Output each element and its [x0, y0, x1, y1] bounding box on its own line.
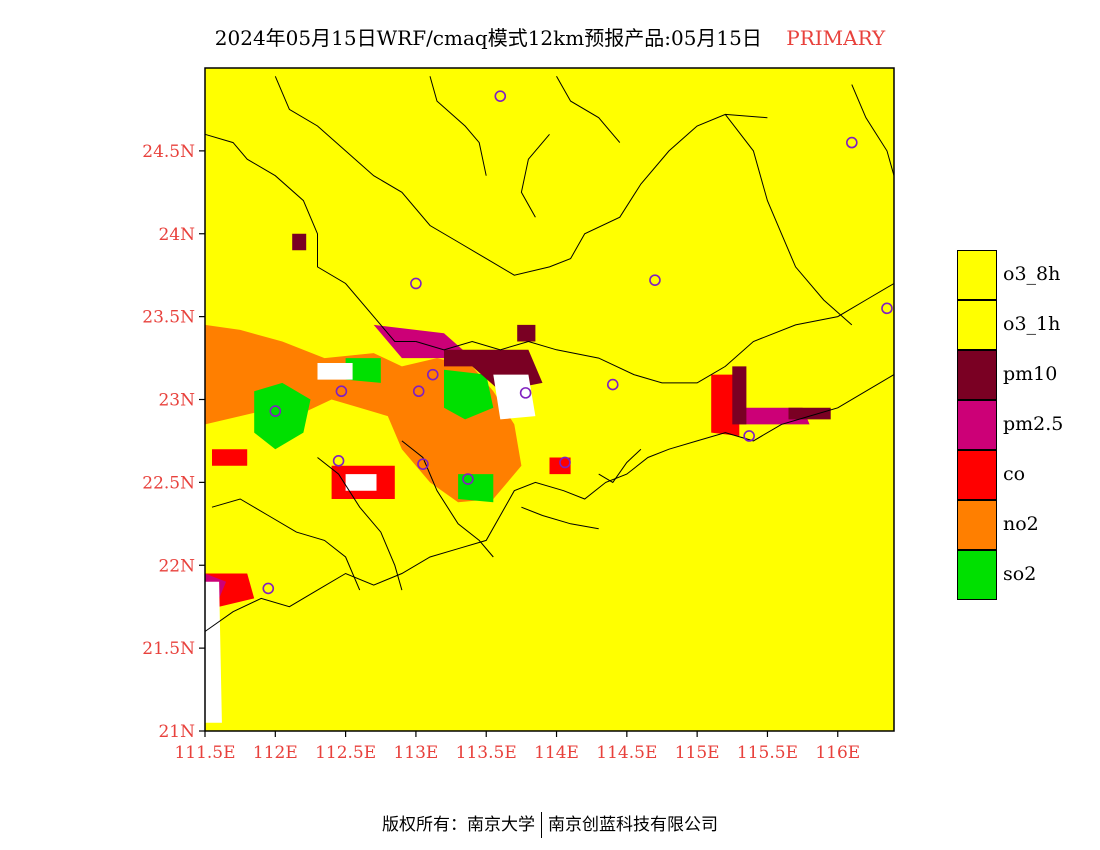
pollutant-region-co	[212, 449, 248, 466]
legend-label: o3_8h	[1003, 263, 1061, 285]
boundary-line	[724, 114, 853, 326]
pollutant-region-none	[205, 581, 222, 723]
map-title: 2024年05月15日WRF/cmaq模式12km预报产品:05月15日 PRI…	[0, 22, 1100, 51]
city-marker	[743, 430, 755, 442]
legend-swatch	[957, 400, 997, 450]
city-marker	[410, 277, 422, 290]
pollutant-region-co	[711, 374, 740, 436]
pollutant-regions	[205, 68, 894, 731]
pollutant-region-so2	[458, 474, 494, 503]
city-marker	[494, 90, 507, 102]
city-marker	[332, 455, 345, 467]
lon-tick-label: 116E	[815, 743, 860, 763]
copyright-left: 版权所有：南京大学	[382, 815, 535, 835]
legend-swatch	[957, 450, 997, 500]
legend-label: pm2.5	[1003, 413, 1064, 435]
legend-swatch	[957, 550, 997, 600]
legend-label: o3_1h	[1003, 313, 1061, 335]
city-markers	[262, 90, 893, 595]
boundary-line	[274, 76, 768, 276]
boundary-line	[851, 84, 895, 176]
boundary-line	[317, 457, 403, 591]
lon-tick-label: 112E	[253, 743, 298, 763]
legend-swatch	[957, 300, 997, 350]
city-marker	[649, 274, 661, 286]
admin-boundaries	[204, 76, 895, 632]
pollutant-region-co	[549, 457, 571, 475]
boundary-line	[204, 133, 416, 342]
pollutant-region-none	[493, 374, 536, 420]
pollutant-region-pm10	[517, 324, 536, 342]
lat-tick-label: 23.5N	[142, 308, 195, 328]
city-marker	[559, 456, 571, 469]
lon-tick-label: 111.5E	[174, 743, 235, 763]
city-marker	[269, 405, 282, 417]
legend-label: pm10	[1003, 363, 1058, 385]
legend-label: no2	[1003, 513, 1039, 535]
lat-tick-label: 21N	[158, 722, 195, 742]
copyright-right: 南京创蓝科技有限公司	[548, 815, 718, 835]
pollutant-region-so2	[444, 369, 494, 420]
legend-swatch	[957, 500, 997, 550]
lat-tick-label: 24N	[158, 225, 195, 245]
lat-tick-label: 21.5N	[142, 639, 195, 659]
pollutant-region-so2	[345, 358, 381, 383]
city-marker	[846, 136, 858, 149]
boundary-line	[598, 448, 642, 484]
city-marker	[412, 385, 425, 398]
city-marker	[881, 302, 893, 315]
pollutant-region-no2	[205, 324, 522, 503]
legend-label: co	[1003, 463, 1026, 485]
lon-tick-label: 115E	[675, 743, 720, 763]
city-marker	[462, 473, 474, 485]
city-marker	[519, 387, 532, 399]
pollutant-region-so2	[254, 382, 311, 450]
lon-tick-label: 115.5E	[737, 743, 798, 763]
boundary-line	[211, 498, 361, 591]
footer-separator	[541, 812, 542, 838]
lon-tick-label: 114E	[534, 743, 579, 763]
coastline	[204, 374, 895, 632]
lat-tick-label: 22.5N	[142, 473, 195, 493]
pollutant-region-none	[345, 474, 377, 491]
lat-tick-label: 22N	[158, 556, 195, 576]
pollutant-region-pm10	[732, 366, 747, 425]
lon-tick-label: 113E	[393, 743, 438, 763]
primary-tag: PRIMARY	[786, 26, 886, 50]
lon-tick-label: 112.5E	[315, 743, 376, 763]
city-marker	[426, 368, 439, 381]
legend-swatch	[957, 250, 997, 300]
pollutant-region-pm10	[292, 233, 307, 251]
boundary-line	[415, 283, 895, 384]
city-marker	[262, 582, 275, 595]
boundary-line	[520, 133, 550, 218]
boundary-line	[401, 440, 494, 558]
pollutant-region-none	[317, 363, 353, 380]
lon-tick-label: 113.5E	[456, 743, 517, 763]
boundary-line	[556, 76, 621, 143]
lat-tick-label: 24.5N	[142, 142, 195, 162]
boundary-line	[521, 506, 599, 530]
lat-tick-label: 23N	[158, 391, 195, 411]
city-marker	[417, 458, 429, 470]
city-marker	[335, 385, 348, 398]
legend-swatch	[957, 350, 997, 400]
title-text: 2024年05月15日WRF/cmaq模式12km预报产品:05月15日	[214, 26, 762, 50]
boundary-line	[429, 76, 487, 176]
city-marker	[606, 378, 619, 391]
pollutant-region-pm10	[788, 407, 831, 420]
lon-tick-label: 114.5E	[596, 743, 657, 763]
copyright-footer: 版权所有：南京大学 南京创蓝科技有限公司	[0, 810, 1100, 838]
legend-label: so2	[1003, 563, 1037, 585]
